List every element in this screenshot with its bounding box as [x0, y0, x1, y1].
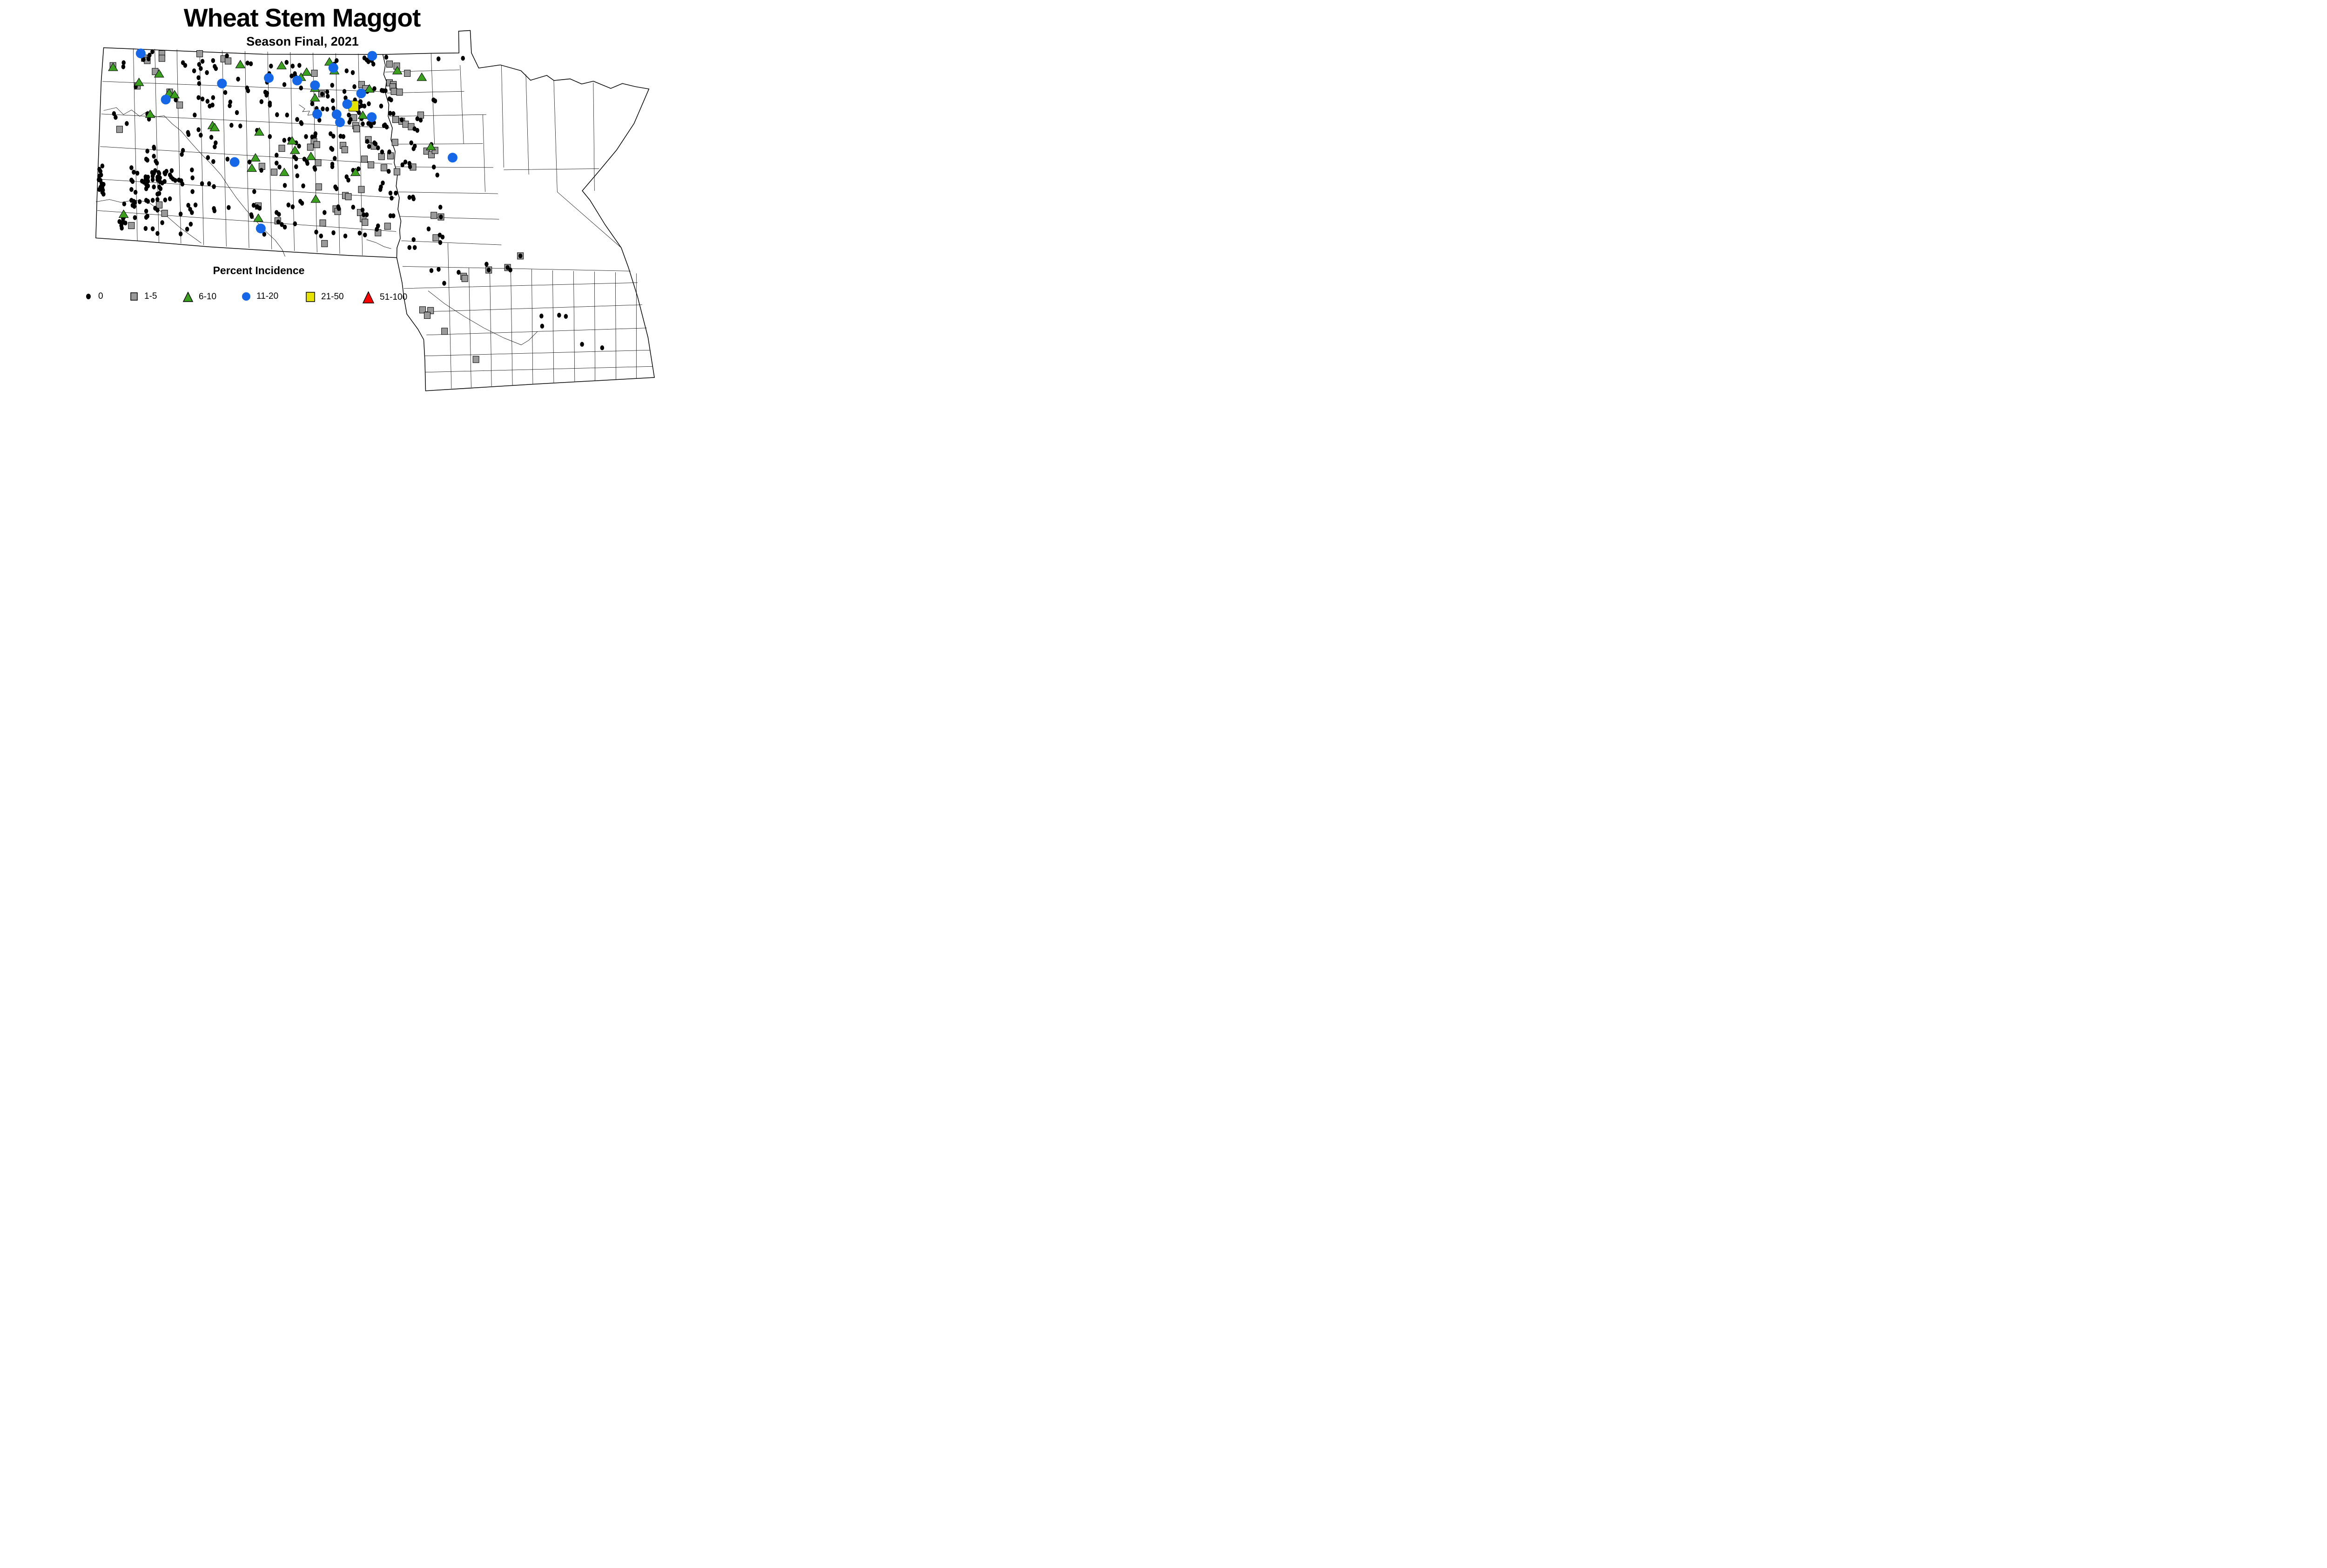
circle-marker-icon	[242, 292, 250, 301]
legend-item-51-100: 51-100	[362, 291, 407, 303]
base-map	[95, 30, 655, 391]
red-triangle-marker-icon	[362, 291, 375, 303]
state-fill-north-dakota	[95, 47, 401, 258]
state-outline-north-dakota	[95, 47, 402, 258]
legend-label: 0	[98, 291, 103, 301]
legend-label: 1-5	[144, 291, 157, 301]
triangle-marker-icon	[182, 291, 194, 302]
data-markers	[96, 48, 605, 363]
figure-page: Wheat Stem Maggot Season Final, 2021 Per…	[0, 0, 751, 392]
square-marker-icon	[130, 292, 138, 301]
map-canvas	[95, 30, 655, 391]
legend-label: 21-50	[321, 292, 344, 302]
legend-label: 51-100	[380, 292, 408, 302]
dot-marker-icon	[86, 294, 91, 299]
state-outline-minnesota	[383, 30, 655, 391]
legend-item-11-20: 11-20	[241, 291, 278, 302]
legend-item-21-50: 21-50	[305, 291, 344, 303]
legend-item-0: 0	[84, 291, 103, 302]
legend-title: Percent Incidence	[213, 264, 305, 276]
legend-label: 11-20	[256, 291, 279, 301]
county-lines-minnesota	[385, 53, 653, 389]
page-title: Wheat Stem Maggot	[183, 3, 421, 32]
yellow-square-marker-icon	[306, 292, 315, 302]
legend-item-6-10: 6-10	[182, 291, 216, 303]
state-fill-minnesota	[383, 30, 655, 391]
page-subtitle: Season Final, 2021	[246, 34, 359, 48]
legend-item-1-5: 1-5	[129, 291, 157, 302]
legend-label: 6-10	[199, 292, 217, 302]
